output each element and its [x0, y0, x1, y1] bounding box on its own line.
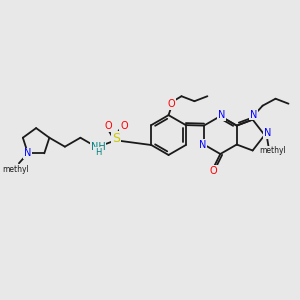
Text: S: S — [112, 132, 120, 145]
Text: O: O — [210, 166, 217, 176]
Text: N: N — [199, 140, 207, 149]
Text: methyl: methyl — [3, 165, 29, 174]
Text: O: O — [104, 121, 112, 131]
Text: methyl: methyl — [259, 146, 286, 155]
Text: H: H — [95, 148, 101, 157]
Text: O: O — [120, 121, 127, 131]
Text: N: N — [24, 148, 32, 158]
Text: NH: NH — [91, 142, 105, 152]
Text: O: O — [168, 99, 176, 109]
Text: N: N — [218, 110, 225, 120]
Text: N: N — [264, 128, 271, 138]
Text: N: N — [250, 110, 257, 120]
